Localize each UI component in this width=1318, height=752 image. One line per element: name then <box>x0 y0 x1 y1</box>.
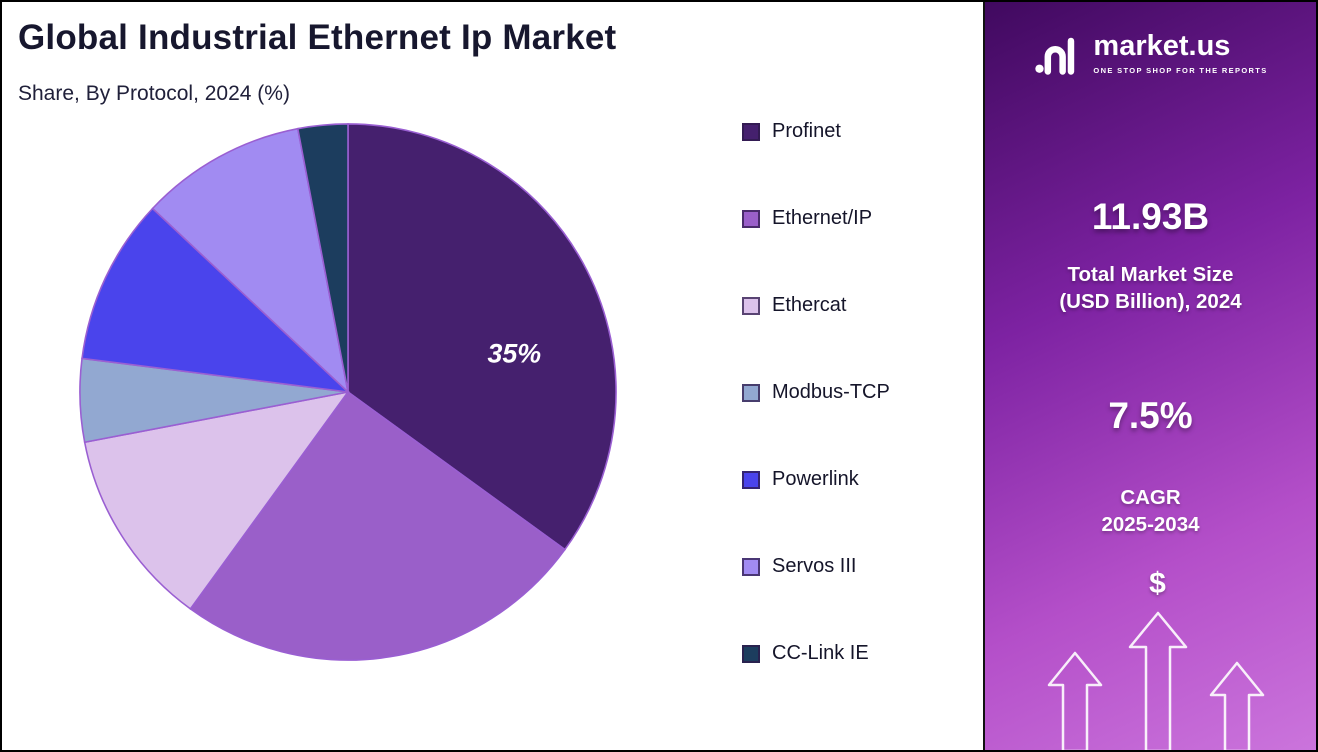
legend-label: Ethernet/IP <box>772 207 873 230</box>
legend-swatch <box>742 209 760 228</box>
legend-item-powerlink: Powerlink <box>742 468 890 491</box>
brand-text: market.us ONE STOP SHOP FOR THE REPORTS <box>1093 29 1268 75</box>
legend-label: Powerlink <box>772 468 859 491</box>
legend-item-ethercat: Ethercat <box>742 294 890 317</box>
pie-slice-powerlink <box>81 207 351 394</box>
brand-name: market.us <box>1093 29 1231 62</box>
legend-label: Modbus-TCP <box>772 381 890 404</box>
legend-label: Profinet <box>772 120 841 143</box>
market-size-value: 11.93B <box>1091 196 1210 237</box>
pie-slice-profinet <box>347 123 617 551</box>
brand-logo-icon <box>1035 37 1075 75</box>
legend-item-ethernet-ip: Ethernet/IP <box>742 207 890 230</box>
page-title: Global Industrial Ethernet Ip Market <box>18 18 617 57</box>
market-size-label-line1: Total Market Size <box>1067 263 1234 286</box>
dollar-sign: $ <box>1149 566 1166 600</box>
cagr-label-line1: CAGR <box>1120 486 1181 510</box>
pie-slice-ethernet-ip <box>189 391 566 662</box>
chart-area: 35% Profinet Ethernet/IP Ethercat Modbus-TC… <box>18 114 983 670</box>
legend-swatch <box>742 644 760 663</box>
chart-subtitle: Share, By Protocol, 2024 (%) <box>18 82 290 106</box>
growth-arrows-icon <box>1047 611 1265 750</box>
legend-swatch <box>742 122 760 141</box>
legend-item-cc-link-ie: CC-Link IE <box>742 642 890 665</box>
legend: Profinet Ethernet/IP Ethercat Modbus-TCP Pow… <box>742 120 890 665</box>
legend-label: CC-Link IE <box>772 642 869 665</box>
market-size-label-line2: (USD Billion), 2024 <box>1059 289 1242 313</box>
brand: market.us ONE STOP SHOP FOR THE REPORTS <box>1033 28 1267 78</box>
legend-swatch <box>742 557 760 576</box>
market-size-label: Total Market Size (USD Billion), 2024 <box>1059 262 1241 315</box>
legend-label: Servos III <box>772 555 857 578</box>
pie-slice-cc-link-ie <box>296 123 349 393</box>
pie-chart: 35% <box>79 123 617 662</box>
legend-swatch <box>742 383 760 402</box>
cagr-label: CAGR 2025-2034 <box>1101 485 1199 538</box>
legend-item-servos-iii: Servos III <box>742 555 890 578</box>
pie-slice-servos-iii <box>151 127 350 395</box>
legend-item-profinet: Profinet <box>742 120 890 143</box>
sidebar: market.us ONE STOP SHOP FOR THE REPORTS … <box>983 2 1316 750</box>
chart-panel: Global Industrial Ethernet Ip Market Sha… <box>2 2 983 750</box>
legend-item-modbus-tcp: Modbus-TCP <box>742 381 890 404</box>
legend-swatch <box>742 470 760 489</box>
brand-tagline: ONE STOP SHOP FOR THE REPORTS <box>1093 65 1268 75</box>
pie-data-label: 35% <box>487 339 541 369</box>
legend-swatch <box>742 296 760 315</box>
legend-label: Ethercat <box>772 294 847 317</box>
cagr-value: 7.5% <box>1108 395 1193 437</box>
pie-chart-wrapper: 35% <box>70 114 626 670</box>
cagr-label-line2: 2025-2034 <box>1101 512 1200 536</box>
pie-slice-ethercat <box>83 391 350 611</box>
